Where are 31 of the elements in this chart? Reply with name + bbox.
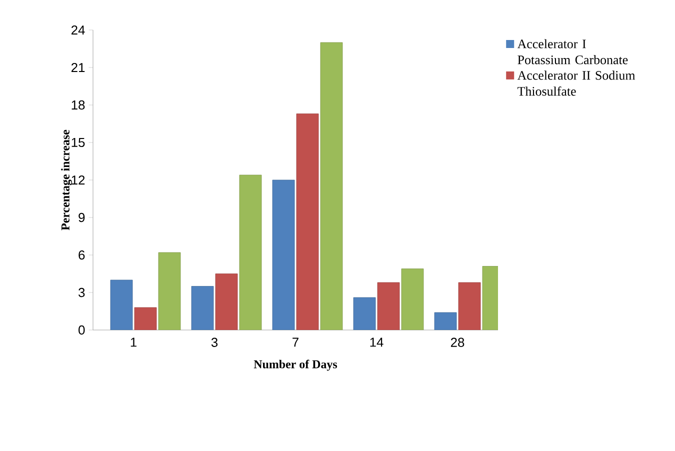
bar bbox=[215, 274, 238, 330]
bar bbox=[377, 282, 400, 330]
legend-label: Accelerator II Sodium Thiosulfate bbox=[517, 70, 636, 96]
y-tick-label: 9 bbox=[78, 212, 85, 222]
x-axis-title: Number of Days bbox=[254, 360, 338, 371]
y-axis-title: Percentage increase bbox=[61, 130, 72, 230]
x-tick-label: 28 bbox=[450, 338, 464, 347]
bar bbox=[239, 174, 262, 330]
bar bbox=[320, 42, 343, 330]
y-tick-label: 6 bbox=[78, 250, 85, 260]
y-tick-label: 12 bbox=[72, 175, 85, 185]
y-tick-label: 18 bbox=[72, 100, 85, 110]
y-tick-label: 3 bbox=[78, 288, 85, 298]
y-tick-label: 24 bbox=[71, 25, 85, 35]
y-tick-label: 21 bbox=[71, 62, 85, 72]
x-tick-label: 3 bbox=[211, 338, 218, 347]
bar bbox=[158, 252, 181, 330]
bar bbox=[191, 286, 214, 330]
bar bbox=[272, 180, 295, 330]
x-tick-label: 7 bbox=[292, 338, 298, 347]
x-tick-label: 1 bbox=[130, 338, 136, 347]
bar bbox=[401, 268, 424, 330]
bar bbox=[110, 280, 133, 330]
y-tick-label: 0 bbox=[78, 325, 85, 335]
legend-label: Accelerator I Potassium Carbonate bbox=[517, 39, 628, 64]
bar bbox=[296, 114, 319, 330]
bar bbox=[434, 312, 457, 330]
bar bbox=[353, 297, 376, 330]
x-tick-label: 14 bbox=[370, 338, 384, 347]
y-tick-label: 15 bbox=[72, 138, 85, 148]
bar bbox=[134, 307, 157, 330]
